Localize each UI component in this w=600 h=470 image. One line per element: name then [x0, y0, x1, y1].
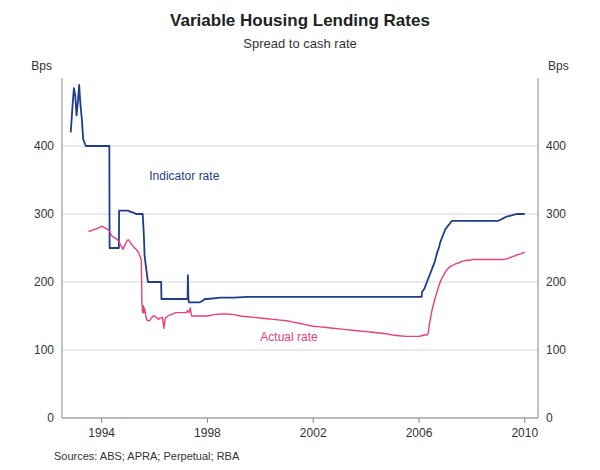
source: Sources: ABS; APRA; Perpetual; RBA	[54, 450, 240, 462]
y-tick-label: 400	[34, 139, 54, 153]
grid	[62, 146, 538, 418]
y2-tick-label: 400	[546, 139, 566, 153]
x-tick	[101, 418, 102, 423]
y2-tick-label: 0	[546, 411, 553, 425]
x-tick	[313, 418, 314, 423]
x-tick	[419, 418, 420, 423]
y-axis-line	[62, 78, 63, 418]
y2-tick-label: 300	[546, 207, 566, 221]
series-group	[71, 85, 525, 337]
y-axis-label: Bps	[31, 59, 52, 73]
x-tick	[207, 418, 208, 423]
grid-line	[62, 282, 538, 283]
y-tick-label: 300	[34, 207, 54, 221]
y2-axis-label: Bps	[548, 59, 569, 73]
x-tick	[524, 418, 525, 423]
grid-line	[62, 146, 538, 147]
y-tick-label: 200	[34, 275, 54, 289]
subtitle: Spread to cash rate	[243, 36, 356, 51]
x-tick-label: 2006	[406, 426, 433, 440]
x-axis-line	[62, 418, 538, 419]
x-tick-label: 1998	[194, 426, 221, 440]
y2-tick-label: 100	[546, 343, 566, 357]
y2-tick-label: 200	[546, 275, 566, 289]
annotation: Indicator rate	[149, 169, 219, 183]
y-tick-label: 100	[34, 343, 54, 357]
y-tick-label: 0	[47, 411, 54, 425]
series-line	[71, 85, 525, 303]
y2-axis-line	[538, 78, 539, 418]
title: Variable Housing Lending Rates	[170, 11, 430, 30]
series-line	[88, 226, 524, 336]
x-tick-label: 2010	[511, 426, 538, 440]
chart: Variable Housing Lending Rates Spread to …	[0, 0, 600, 470]
x-tick-label: 1994	[88, 426, 115, 440]
grid-line	[62, 418, 538, 419]
x-tick-label: 2002	[300, 426, 327, 440]
annotation: Actual rate	[260, 330, 318, 344]
grid-line	[62, 350, 538, 351]
